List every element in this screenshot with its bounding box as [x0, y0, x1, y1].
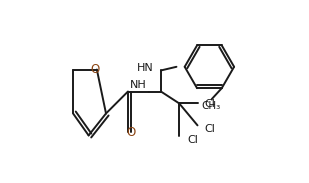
Text: NH: NH [130, 80, 146, 90]
Text: O: O [126, 126, 135, 139]
Text: Cl: Cl [205, 124, 216, 134]
Text: O: O [91, 63, 99, 76]
Text: HN: HN [137, 63, 154, 73]
Text: Cl: Cl [188, 135, 198, 145]
Text: CH₃: CH₃ [201, 101, 220, 111]
Text: Cl: Cl [205, 99, 216, 109]
